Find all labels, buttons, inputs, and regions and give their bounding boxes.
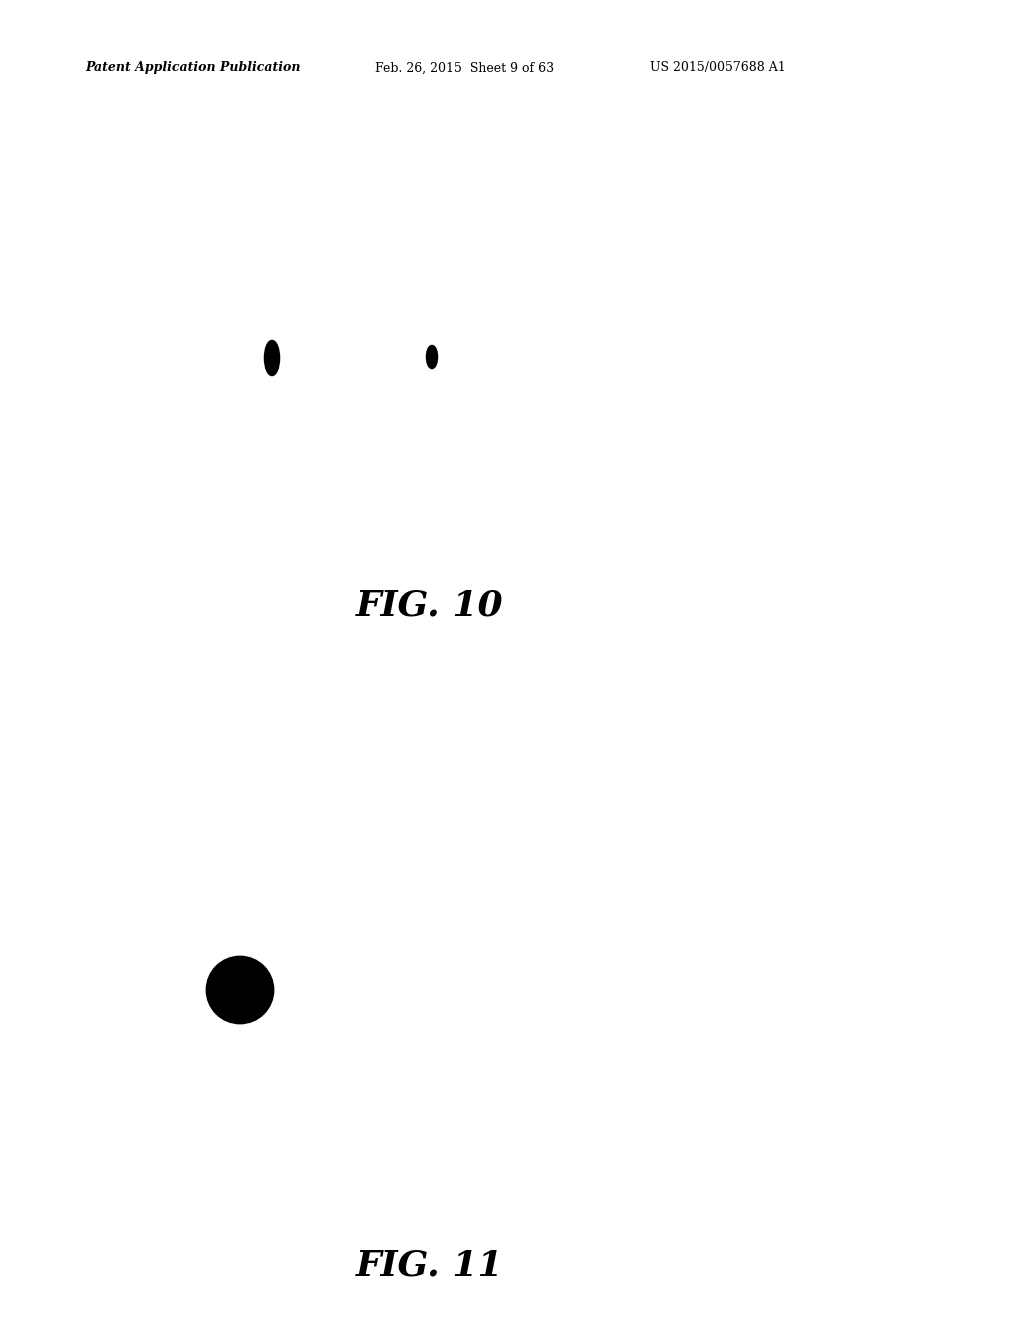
Text: FIG. 11: FIG. 11 [356, 1247, 504, 1282]
Text: FIG. 10: FIG. 10 [356, 587, 504, 622]
Text: Patent Application Publication: Patent Application Publication [85, 62, 300, 74]
Circle shape [236, 986, 244, 994]
Circle shape [216, 966, 264, 1014]
Text: US 2015/0057688 A1: US 2015/0057688 A1 [650, 62, 785, 74]
Circle shape [225, 975, 255, 1005]
Circle shape [207, 957, 273, 1023]
Text: Feb. 26, 2015  Sheet 9 of 63: Feb. 26, 2015 Sheet 9 of 63 [375, 62, 554, 74]
Ellipse shape [427, 346, 437, 368]
Ellipse shape [265, 341, 279, 375]
